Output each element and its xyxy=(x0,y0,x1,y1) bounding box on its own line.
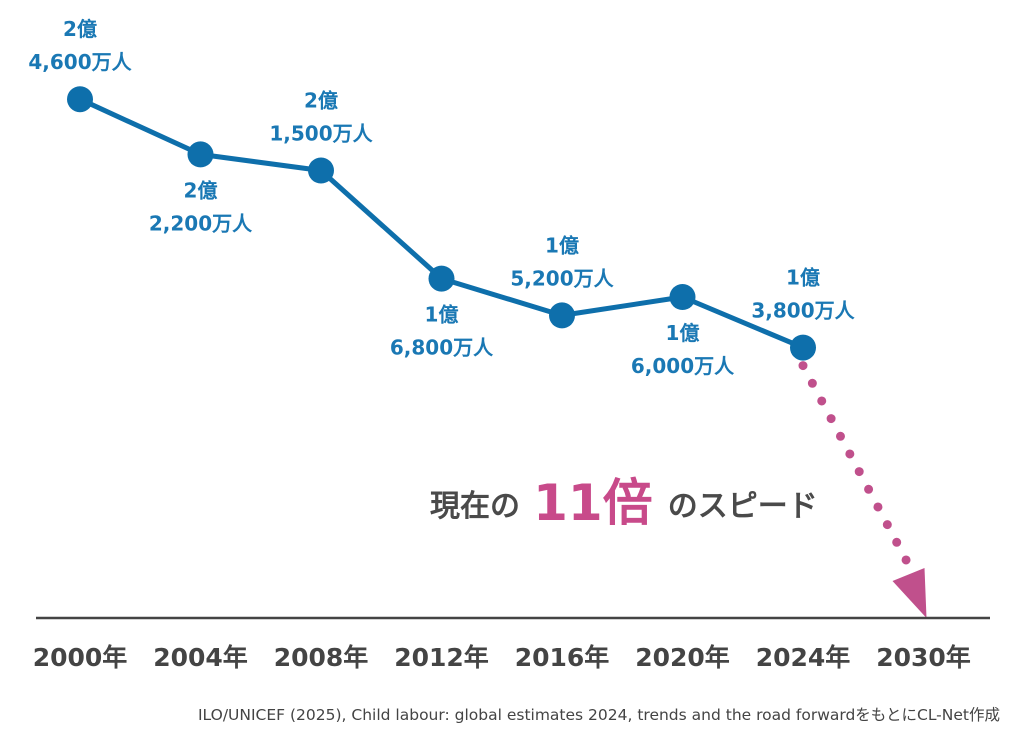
data-points xyxy=(67,86,816,361)
data-point xyxy=(790,334,816,361)
projection-arrowhead xyxy=(892,568,927,618)
data-point xyxy=(549,302,575,329)
data-point xyxy=(669,284,696,310)
data-point xyxy=(67,86,93,113)
data-point xyxy=(308,157,334,184)
annotation-emphasis: 11倍 xyxy=(533,474,653,532)
x-tick-label: 2012年 xyxy=(394,643,489,672)
annotation-prefix: 現在の xyxy=(430,489,520,524)
annotation: 現在の 11倍 のスピード xyxy=(430,474,818,532)
data-point xyxy=(428,265,455,292)
data-label: 2億 1,500万人 xyxy=(269,89,373,146)
x-tick-labels: 2000年 2004年 2008年 2012年 2016年 2020年 2024年 2030年 xyxy=(33,643,971,672)
data-label: 1億 6,800万人 xyxy=(390,303,494,360)
x-tick-label: 2024年 xyxy=(756,643,851,672)
source-note: ILO/UNICEF (2025), Child labour: global … xyxy=(198,706,1000,724)
x-tick-label: 2008年 xyxy=(274,643,369,672)
data-label: 1億 6,000万人 xyxy=(631,321,735,378)
x-tick-label: 2030年 xyxy=(876,643,971,672)
projection-line xyxy=(798,361,918,579)
data-label: 1億 5,200万人 xyxy=(510,233,614,290)
data-label: 2億 4,600万人 xyxy=(28,17,132,74)
x-tick-label: 2000年 xyxy=(33,643,128,672)
data-label: 2億 2,200万人 xyxy=(149,178,253,235)
x-tick-label: 2004年 xyxy=(153,643,248,672)
x-tick-label: 2020年 xyxy=(635,643,730,672)
data-label: 1億 3,800万人 xyxy=(751,266,855,323)
annotation-suffix: のスピード xyxy=(668,489,818,524)
data-point xyxy=(187,141,214,168)
data-labels: 2億 4,600万人 2億 2,200万人 2億 1,500万人 1億 6,800万人 1億 5,… xyxy=(28,17,855,378)
x-tick-label: 2016年 xyxy=(515,643,610,672)
